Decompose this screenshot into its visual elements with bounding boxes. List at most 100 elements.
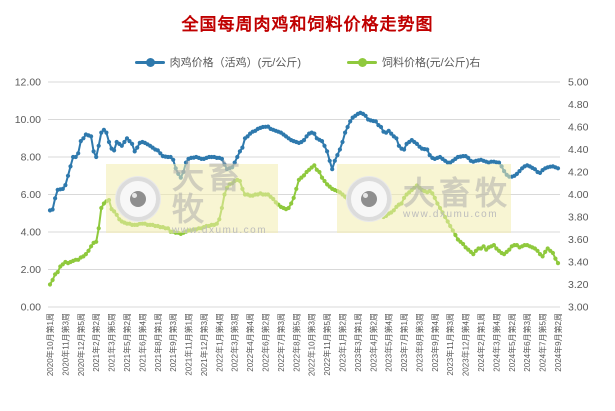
data-point [183, 160, 189, 165]
x-axis-label: 2021年2月第2周 [91, 313, 101, 372]
x-axis-label: 2023年9月第4周 [430, 313, 440, 372]
x-axis-label: 2023年8月第3周 [414, 313, 424, 372]
legend-label-chicken: 肉鸡价格（活鸡）(元/公斤) [169, 57, 301, 69]
data-point [507, 247, 512, 252]
chicken-series-line-marker-icon [134, 57, 165, 67]
data-point [532, 167, 538, 172]
data-point [286, 205, 291, 211]
watermark-right: 大畜牧 www.dxumu.com [337, 164, 511, 233]
data-point [96, 143, 101, 148]
data-point [471, 252, 476, 257]
data-point [63, 183, 68, 188]
feed-series-line-marker-icon [347, 57, 377, 67]
data-point [158, 151, 163, 156]
x-axis-label: 2022年6月第2周 [261, 313, 271, 372]
data-point [537, 170, 543, 175]
x-axis-label: 2021年8月第1周 [153, 313, 163, 372]
data-point [363, 113, 368, 118]
x-axis-label: 2023年7月第1周 [399, 313, 409, 372]
watermark-url: www.dxumu.com [172, 225, 268, 236]
x-axis-label: 2024年6月第3周 [522, 313, 532, 372]
data-point [517, 169, 522, 174]
data-point [340, 139, 345, 145]
right-axis-tick: 4.20 [568, 167, 589, 179]
data-point [319, 139, 325, 144]
x-axis-label: 2022年7月第3周 [276, 313, 286, 372]
data-point [425, 147, 430, 152]
data-point [83, 252, 88, 257]
data-point [219, 156, 224, 161]
data-point [86, 248, 91, 253]
data-point [289, 201, 294, 206]
data-point [127, 139, 132, 144]
data-point [104, 130, 109, 135]
watermark-brand: 大畜牧 [403, 175, 512, 211]
data-point [155, 148, 160, 153]
data-point [540, 254, 545, 259]
left-axis-tick: 0.00 [21, 302, 42, 314]
x-axis-label: 2024年9月第2周 [553, 313, 563, 372]
data-point [373, 119, 378, 124]
data-point [337, 147, 342, 152]
right-axis-tick: 4.60 [568, 122, 589, 134]
left-axis-tick: 2.00 [21, 264, 42, 276]
right-axis-tick: 3.40 [568, 257, 589, 269]
data-point [322, 143, 327, 148]
x-axis-label: 2022年8月第5周 [291, 313, 301, 372]
data-point [312, 163, 317, 168]
x-axis-label: 2023年1月第2周 [337, 313, 347, 372]
data-point [491, 243, 496, 248]
data-point [81, 136, 86, 141]
data-point [317, 169, 322, 175]
x-axis-label: 2023年3月第1周 [353, 313, 363, 372]
data-point [106, 139, 112, 145]
data-point [514, 171, 520, 176]
x-axis-label: 2020年10月第1周 [45, 313, 55, 376]
watermark-brand: 大畜牧 [172, 159, 245, 227]
data-point [240, 145, 245, 150]
data-point [96, 226, 101, 231]
data-point [132, 149, 137, 154]
x-axis-label: 2024年7月第5周 [538, 313, 548, 372]
data-point [94, 239, 99, 244]
x-axis-label: 2023年5月第4周 [384, 313, 394, 372]
data-point [235, 154, 240, 160]
data-point [91, 149, 96, 154]
data-point [325, 149, 330, 154]
data-point [89, 134, 94, 139]
data-point [65, 173, 71, 178]
data-point [55, 270, 60, 275]
right-axis-tick: 5.00 [568, 77, 589, 89]
data-point [427, 153, 432, 158]
x-axis-label: 2021年9月第3周 [168, 313, 178, 372]
data-point [50, 277, 55, 283]
data-point [345, 124, 350, 130]
eye-logo-icon [116, 176, 160, 221]
data-point [330, 167, 335, 172]
x-axis-label: 2023年12月第4周 [461, 313, 471, 376]
data-point [122, 139, 127, 145]
x-axis-label: 2021年12月第3周 [199, 313, 209, 376]
watermark-url: www.dxumu.com [403, 209, 499, 220]
data-point [389, 131, 394, 136]
data-point [535, 248, 540, 253]
x-axis-label: 2021年3月第5周 [107, 313, 117, 372]
data-point [327, 158, 332, 163]
data-point [232, 160, 237, 165]
x-axis-label: 2022年10月第3周 [307, 313, 317, 376]
data-point [171, 157, 176, 162]
data-point [130, 141, 135, 146]
data-point [94, 154, 99, 160]
data-point [466, 155, 471, 160]
data-point [135, 145, 140, 150]
chart-title: 全国每周肉鸡和饲料价格走势图 [181, 15, 434, 34]
data-point [304, 134, 309, 139]
data-point [348, 119, 353, 124]
x-axis-label: 2023年11月第3周 [445, 313, 455, 376]
data-point [550, 250, 556, 256]
right-axis-tick: 3.00 [568, 302, 589, 314]
data-point [101, 127, 106, 132]
data-point [481, 244, 486, 249]
data-point [386, 128, 391, 133]
